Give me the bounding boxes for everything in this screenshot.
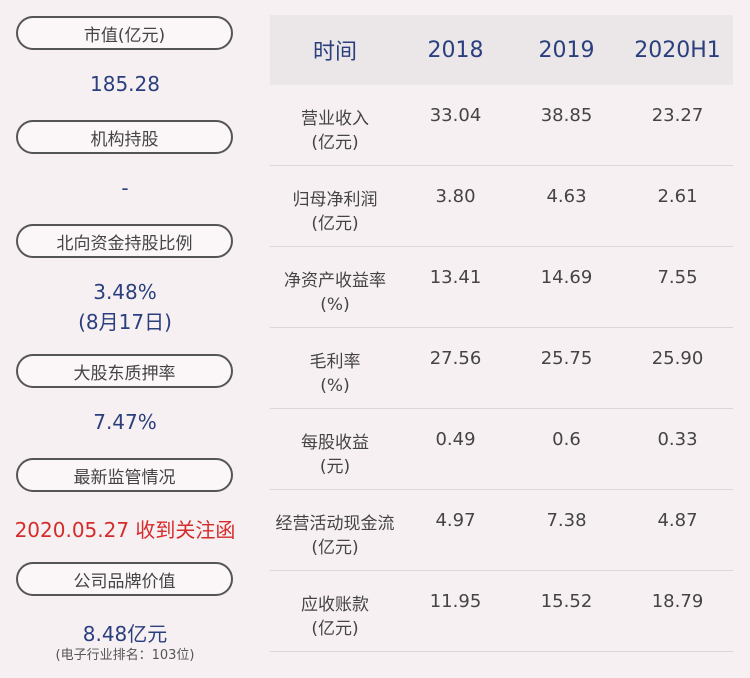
table-row: 每股收益 (元) 0.49 0.6 0.33 xyxy=(270,409,733,490)
row-label: 营业收入 (亿元) xyxy=(301,109,369,153)
row-label: 经营活动现金流 (亿元) xyxy=(275,514,395,558)
cell-2018: 3.80 xyxy=(435,186,476,207)
cell-2019: 25.75 xyxy=(540,348,593,369)
cell-2019: 0.6 xyxy=(552,429,581,450)
cell-2020h1: 18.79 xyxy=(651,591,704,612)
regulatory-status-value: 2020.05.27 收到关注函 xyxy=(14,518,236,542)
table-row: 归母净利润 (亿元) 3.80 4.63 2.61 xyxy=(270,166,733,247)
cell-2019: 4.63 xyxy=(546,186,587,207)
left-panel: 市值(亿元) 185.28 机构持股 - 北向资金持股比例 3.48% (8月1… xyxy=(0,0,250,678)
cell-2020h1: 7.55 xyxy=(657,267,698,288)
northbound-ratio-value: 3.48% xyxy=(93,280,157,304)
cell-2018: 11.95 xyxy=(429,591,482,612)
market-cap-value: 185.28 xyxy=(90,72,160,96)
brand-value-rank: (电子行业排名：103位) xyxy=(55,648,195,663)
cell-2020h1: 23.27 xyxy=(651,105,704,126)
row-label: 归母净利润 (亿元) xyxy=(292,190,378,234)
header-2018: 2018 xyxy=(427,37,484,63)
header-2019: 2019 xyxy=(538,37,595,63)
header-2020h1: 2020H1 xyxy=(634,37,721,63)
cell-2018: 4.97 xyxy=(435,510,476,531)
table-header: 时间 2018 2019 2020H1 xyxy=(270,15,733,85)
pledge-rate-value: 7.47% xyxy=(93,410,157,434)
cell-2019: 38.85 xyxy=(540,105,593,126)
row-label: 每股收益 (元) xyxy=(301,433,369,477)
cell-2018: 27.56 xyxy=(429,348,482,369)
cell-2018: 13.41 xyxy=(429,267,482,288)
cell-2019: 15.52 xyxy=(540,591,593,612)
table-row: 营业收入 (亿元) 33.04 38.85 23.27 xyxy=(270,85,733,166)
institutional-holding-label: 机构持股 xyxy=(16,120,233,154)
cell-2020h1: 4.87 xyxy=(657,510,698,531)
brand-value-label: 公司品牌价值 xyxy=(16,562,233,596)
cell-2018: 33.04 xyxy=(429,105,482,126)
cell-2019: 7.38 xyxy=(546,510,587,531)
cell-2020h1: 2.61 xyxy=(657,186,698,207)
row-label: 净资产收益率 (%) xyxy=(284,271,386,315)
cell-2019: 14.69 xyxy=(540,267,593,288)
table-row: 净资产收益率 (%) 13.41 14.69 7.55 xyxy=(270,247,733,328)
northbound-ratio-label: 北向资金持股比例 xyxy=(16,224,233,258)
header-time: 时间 xyxy=(312,40,357,65)
cell-2020h1: 0.33 xyxy=(657,429,698,450)
market-cap-label: 市值(亿元) xyxy=(16,16,233,50)
pledge-rate-label: 大股东质押率 xyxy=(16,354,233,388)
table-row: 毛利率 (%) 27.56 25.75 25.90 xyxy=(270,328,733,409)
table-row: 经营活动现金流 (亿元) 4.97 7.38 4.87 xyxy=(270,490,733,571)
row-label: 应收账款 (亿元) xyxy=(301,595,369,639)
brand-value-value: 8.48亿元 xyxy=(82,622,168,646)
row-label: 毛利率 (%) xyxy=(309,352,361,396)
northbound-ratio-date: (8月17日) xyxy=(78,310,172,334)
cell-2018: 0.49 xyxy=(435,429,476,450)
regulatory-status-label: 最新监管情况 xyxy=(16,458,233,492)
institutional-holding-value: - xyxy=(121,176,129,200)
financial-table: 时间 2018 2019 2020H1 营业收入 (亿元) 33.04 38.85… xyxy=(270,15,733,652)
table-row: 应收账款 (亿元) 11.95 15.52 18.79 xyxy=(270,571,733,652)
cell-2020h1: 25.90 xyxy=(651,348,704,369)
